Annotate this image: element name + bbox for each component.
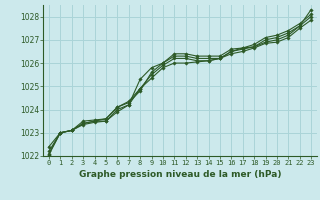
X-axis label: Graphe pression niveau de la mer (hPa): Graphe pression niveau de la mer (hPa) [79, 170, 281, 179]
